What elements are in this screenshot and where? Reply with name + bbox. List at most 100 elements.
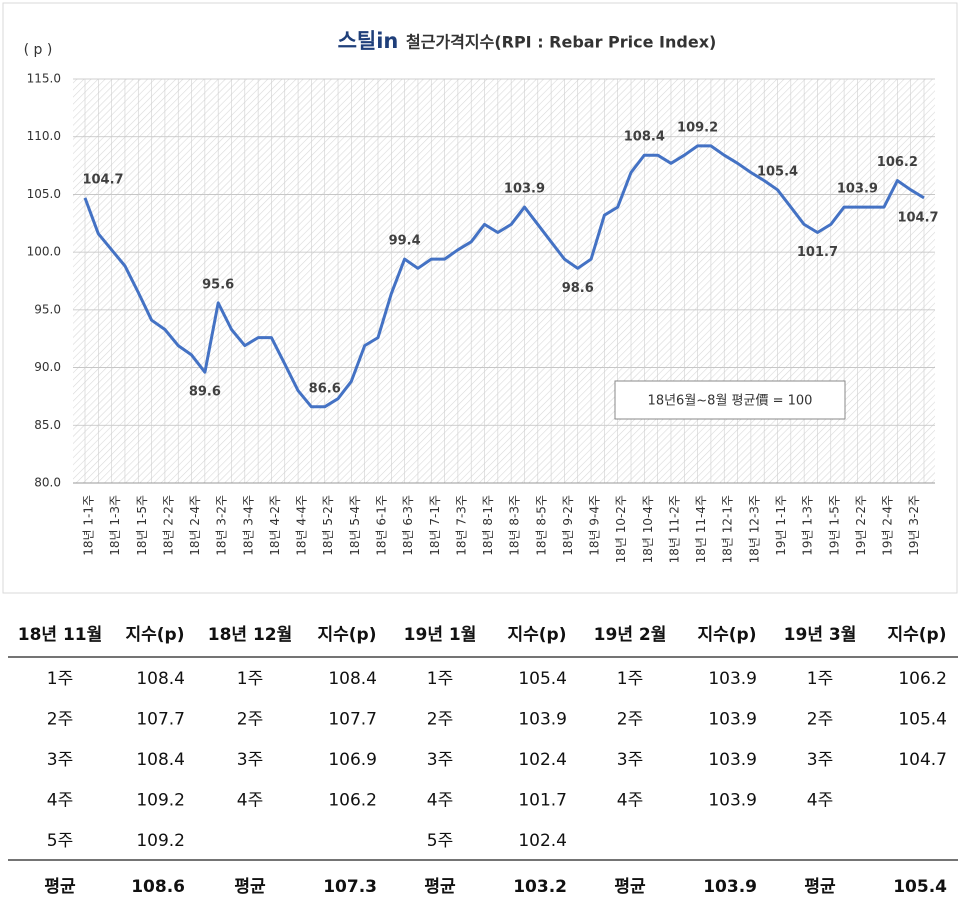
table-cell: 2주 <box>237 710 263 730</box>
annotation: 18년6월~8월 평균價 = 100 <box>648 394 813 409</box>
x-tick-label: 19년 1-5주 <box>827 495 841 556</box>
x-tick-label: 19년 3-2주 <box>907 495 921 556</box>
chart: 스틸in 철근가격지수(RPI : Rebar Price Index) ( p… <box>2 2 958 594</box>
data-line <box>83 144 925 409</box>
table-cell: 4주 <box>237 791 263 811</box>
table-header: 19년 2월 <box>594 625 667 645</box>
y-tick-label: 85.0 <box>34 418 61 432</box>
table-cell: 103.9 <box>708 791 757 811</box>
data-label: 86.6 <box>309 381 341 396</box>
table-cell: 2주 <box>617 710 643 730</box>
y-tick-label: 105.0 <box>27 187 61 201</box>
table-cell: 109.2 <box>136 791 185 811</box>
table-cell: 103.9 <box>708 669 757 689</box>
y-tick-label: 115.0 <box>27 72 61 86</box>
x-tick-label: 18년 4-4주 <box>295 495 309 556</box>
table-cell: 2주 <box>47 710 73 730</box>
x-tick-label: 18년 5-4주 <box>348 495 362 556</box>
table-cell: 106.2 <box>328 791 377 811</box>
x-tick-label: 18년 1-5주 <box>135 495 149 556</box>
title-logo: 스틸in <box>338 29 399 53</box>
table-cell: 평균 <box>44 877 76 897</box>
x-tick-label: 18년 7-1주 <box>428 495 442 556</box>
table-cell: 105.4 <box>893 877 947 897</box>
data-label: 104.7 <box>82 172 123 187</box>
table-cell: 108.4 <box>136 750 185 770</box>
x-tick-label: 18년 12-3주 <box>747 495 761 563</box>
x-tick-label: 18년 2-4주 <box>188 495 202 556</box>
table-cell: 103.9 <box>703 877 757 897</box>
table-cell: 3주 <box>807 750 833 770</box>
table-cell: 105.4 <box>518 669 567 689</box>
table-cell: 109.2 <box>136 831 185 851</box>
table-header: 18년 12월 <box>208 625 293 645</box>
x-tick-label: 18년 9-4주 <box>588 495 602 556</box>
table-cell: 2주 <box>427 710 453 730</box>
data-label: 89.6 <box>189 385 221 400</box>
table-cell: 4주 <box>427 791 453 811</box>
table-cell: 1주 <box>47 669 73 689</box>
x-tick-label: 18년 4-2주 <box>268 495 282 556</box>
table-cell: 1주 <box>427 669 453 689</box>
y-tick-label: 100.0 <box>27 245 61 259</box>
table-cell: 108.4 <box>328 669 377 689</box>
table-header: 지수(p) <box>698 625 757 645</box>
table-header: 19년 3월 <box>784 625 857 645</box>
table-cell: 3주 <box>47 750 73 770</box>
table-cell: 3주 <box>237 750 263 770</box>
table-header: 19년 1월 <box>404 625 477 645</box>
data-label: 108.4 <box>624 130 665 145</box>
table-cell: 4주 <box>807 791 833 811</box>
y-tick-label: 95.0 <box>34 302 61 316</box>
table-cell: 4주 <box>47 791 73 811</box>
table-cell: 1주 <box>807 669 833 689</box>
table-cell: 105.4 <box>898 710 947 730</box>
x-tick-label: 19년 2-4주 <box>881 495 895 556</box>
table-cell: 103.2 <box>513 877 567 897</box>
table-cell: 2주 <box>807 710 833 730</box>
x-tick-label: 18년 3-4주 <box>241 495 255 556</box>
table-cell: 평균 <box>614 877 646 897</box>
table-cell: 103.9 <box>518 710 567 730</box>
table-cell: 101.7 <box>518 791 567 811</box>
x-tick-label: 18년 6-1주 <box>374 495 388 556</box>
table-cell: 104.7 <box>898 750 947 770</box>
table-cell: 1주 <box>237 669 263 689</box>
x-tick-label: 19년 2-2주 <box>854 495 868 556</box>
y-axis-label: ( p ) <box>24 42 53 58</box>
table-cell: 107.7 <box>328 710 377 730</box>
table-cell: 5주 <box>47 831 73 851</box>
x-tick-label: 19년 1-3주 <box>801 495 815 556</box>
table-cell: 103.9 <box>708 750 757 770</box>
table-header: 지수(p) <box>318 625 377 645</box>
x-tick-label: 18년 5-2주 <box>321 495 335 556</box>
x-tick-label: 19년 1-1주 <box>774 495 788 556</box>
x-tick-label: 18년 6-3주 <box>401 495 415 556</box>
table-cell: 103.9 <box>708 710 757 730</box>
table: 18년 11월 지수(p) 18년 12월 지수(p) 19년 1월 지수(p) 19년 2… <box>8 625 958 897</box>
table-cell: 평균 <box>804 877 836 897</box>
table-cell: 평균 <box>424 877 456 897</box>
data-label: 95.6 <box>202 277 234 292</box>
data-label: 106.2 <box>877 155 918 170</box>
table-header: 지수(p) <box>508 625 567 645</box>
table-header: 지수(p) <box>126 625 185 645</box>
table-cell: 106.9 <box>328 750 377 770</box>
table-header: 18년 11월 <box>18 625 103 645</box>
table-cell: 107.3 <box>323 877 377 897</box>
table-cell: 107.7 <box>136 710 185 730</box>
x-tick-label: 18년 11-2주 <box>667 495 681 563</box>
data-label: 99.4 <box>389 234 421 249</box>
x-tick-label: 18년 8-5주 <box>534 495 548 556</box>
table-cell: 102.4 <box>518 750 567 770</box>
table-header: 지수(p) <box>888 625 947 645</box>
y-tick-label: 90.0 <box>34 360 61 374</box>
data-label: 103.9 <box>837 182 878 197</box>
x-tick-label: 18년 7-3주 <box>454 495 468 556</box>
x-tick-label: 18년 1-1주 <box>82 495 96 556</box>
table-cell: 108.6 <box>131 877 185 897</box>
x-tick-label: 18년 3-2주 <box>215 495 229 556</box>
x-tick-label: 18년 12-1주 <box>721 495 735 563</box>
table-cell: 5주 <box>427 831 453 851</box>
